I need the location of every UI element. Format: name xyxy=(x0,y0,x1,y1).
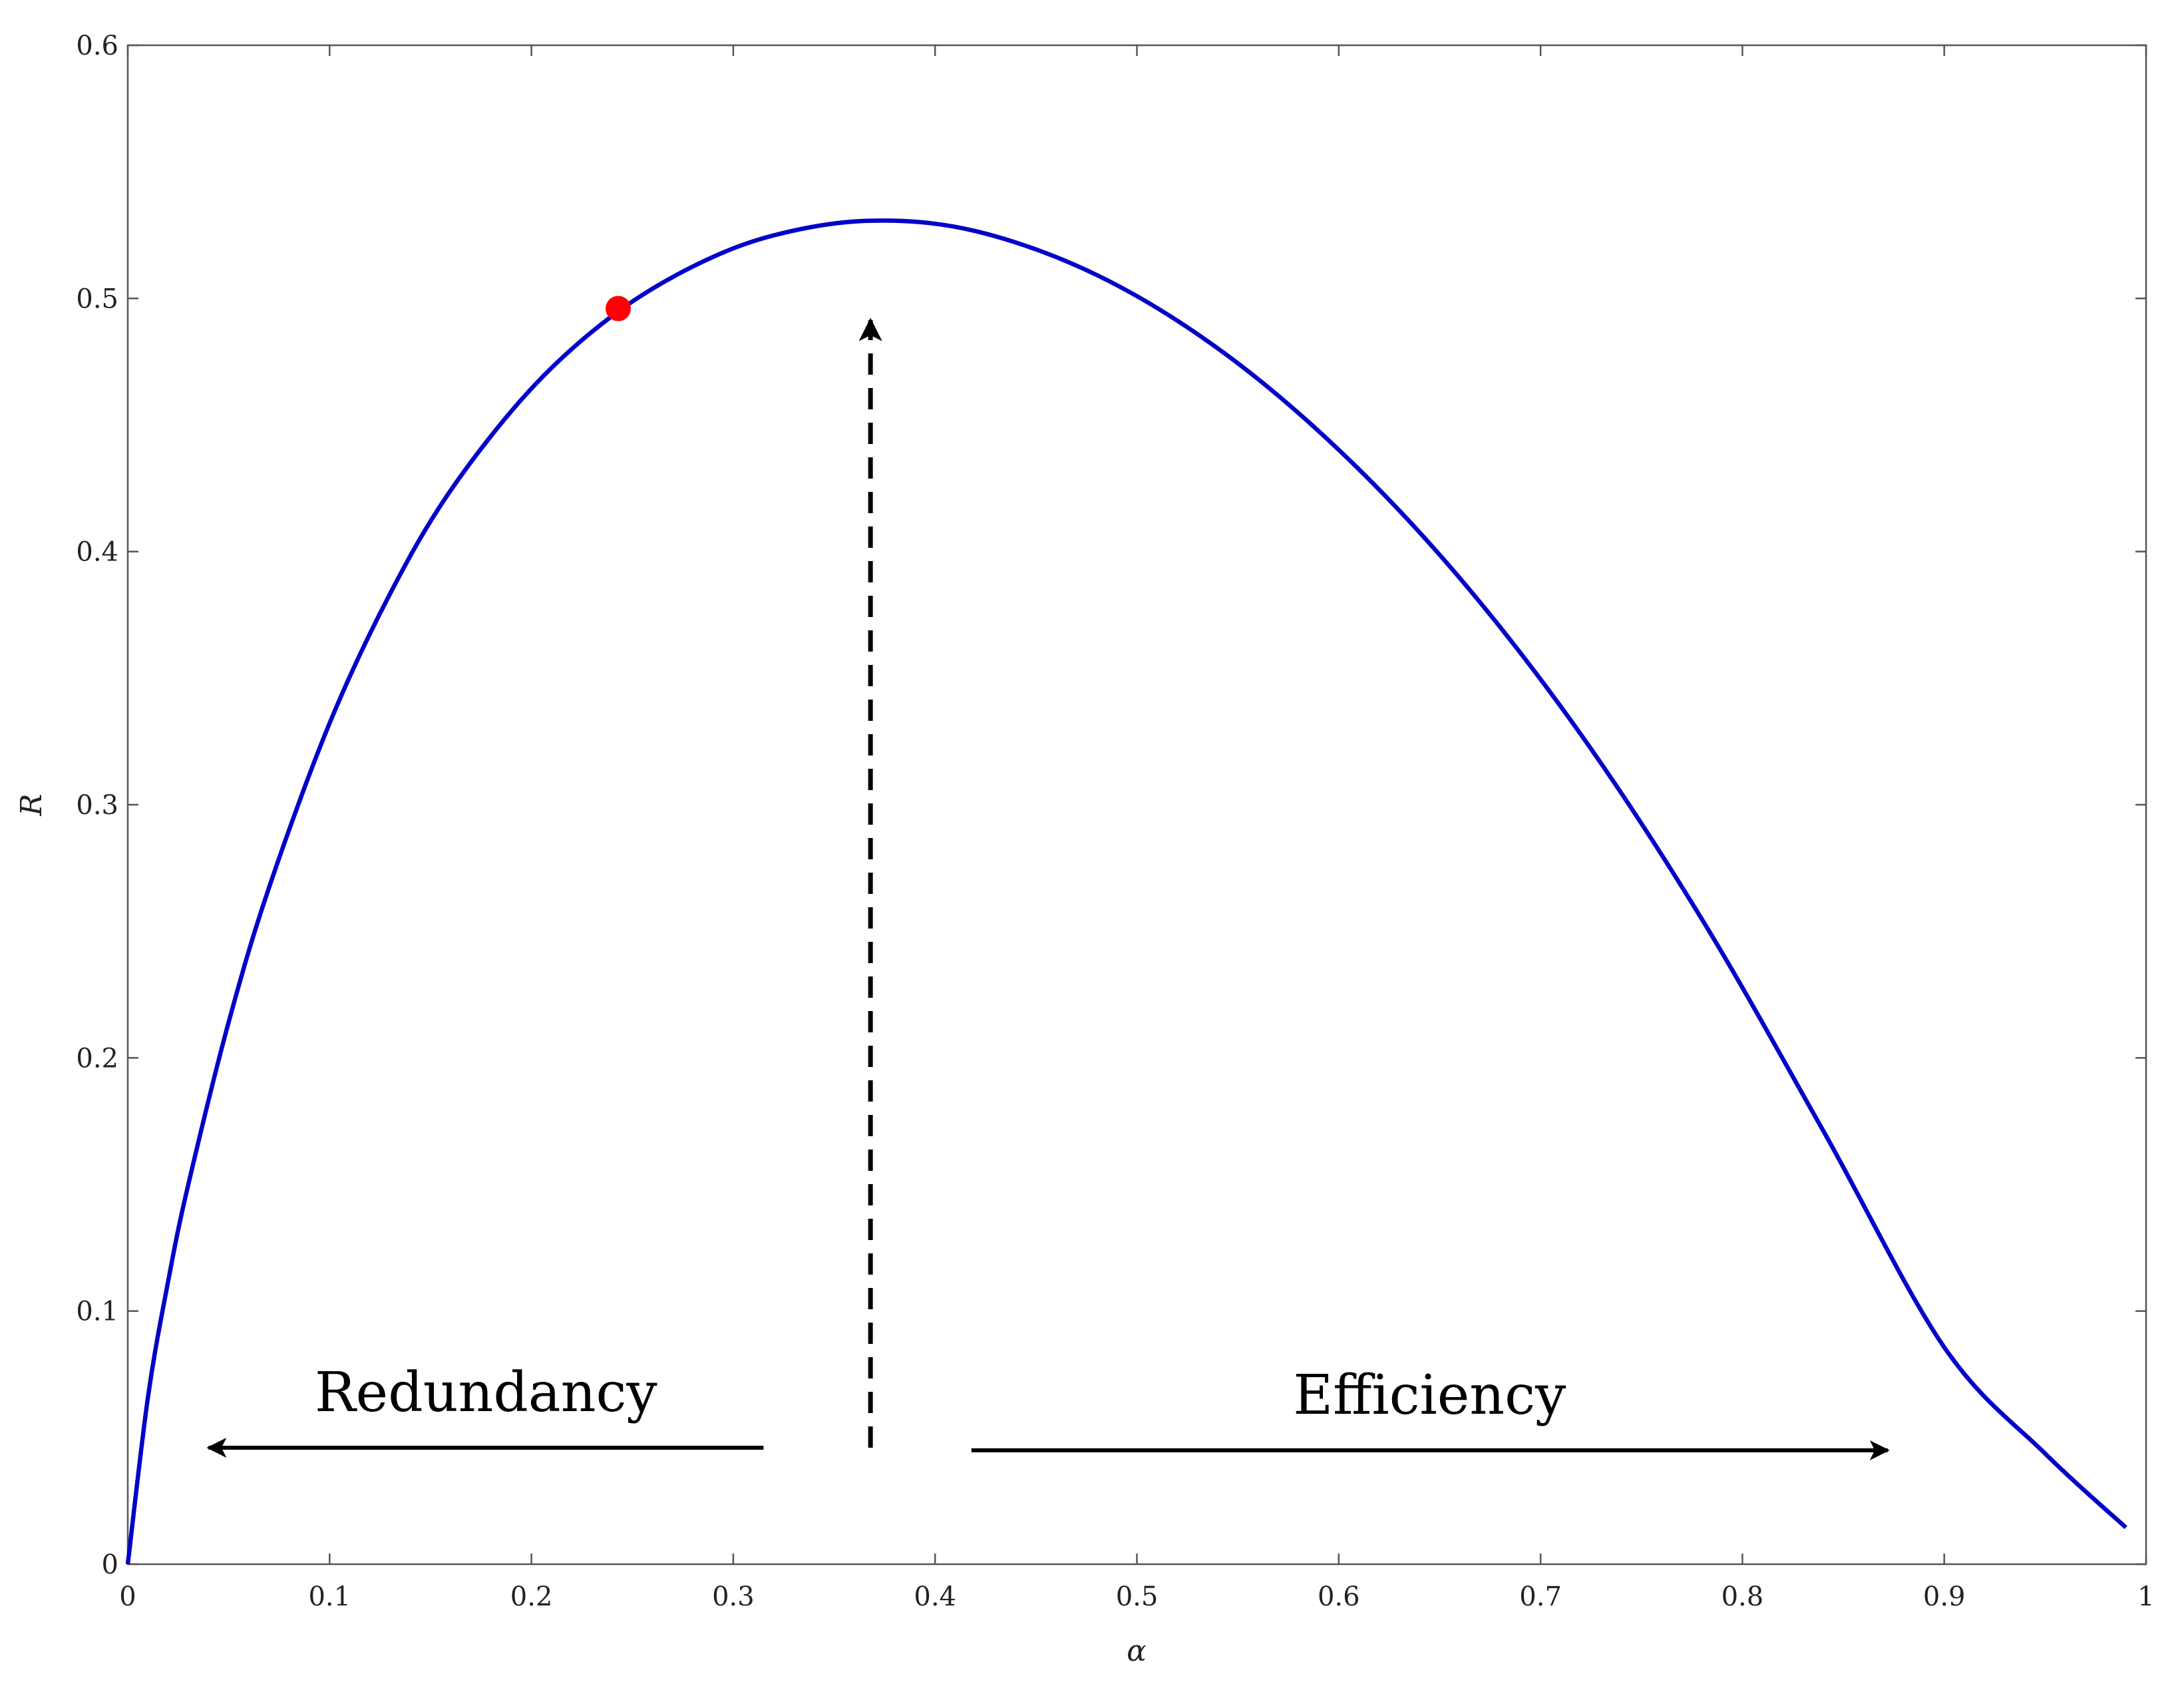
x-tick-label: 0.7 xyxy=(1519,1582,1562,1612)
annotation-label-right: Efficiency xyxy=(1293,1364,1566,1427)
y-axis-label: R xyxy=(15,793,49,816)
y-tick-label: 0.5 xyxy=(76,284,118,314)
x-tick-label: 0.1 xyxy=(308,1582,351,1612)
x-tick-label: 0.4 xyxy=(914,1582,956,1612)
annotations-group: Redundancy Efficiency xyxy=(206,317,1890,1460)
y-tick-label: 0 xyxy=(102,1550,118,1580)
x-tick-label: 0.8 xyxy=(1722,1582,1764,1612)
x-tick-label: 0.6 xyxy=(1318,1582,1360,1612)
y-tick-label: 0.3 xyxy=(76,790,118,821)
axis-tick-labels: 0 0.1 0.2 0.3 0.4 0.5 0.6 0.7 0.8 0.9 1 0 0.1 0.2 0.3 0… xyxy=(76,31,2154,1612)
x-tick-label: 0.5 xyxy=(1116,1582,1159,1612)
x-tick-label: 1 xyxy=(2137,1582,2154,1612)
y-tick-label: 0.1 xyxy=(76,1297,118,1327)
y-tick-label: 0.2 xyxy=(76,1043,118,1074)
series-line xyxy=(125,218,2127,1565)
x-tick-label: 0.3 xyxy=(712,1582,755,1612)
x-tick-label: 0.2 xyxy=(510,1582,553,1612)
x-axis-label: α xyxy=(1127,1634,1147,1668)
x-tick-label: 0.9 xyxy=(1923,1582,1966,1612)
y-tick-label: 0.4 xyxy=(76,537,118,568)
y-tick-label: 0.6 xyxy=(76,31,118,61)
x-tick-label: 0 xyxy=(119,1582,136,1612)
annotation-label-left: Redundancy xyxy=(315,1361,657,1424)
axis-ticks xyxy=(126,44,2147,1566)
highlight-point xyxy=(606,296,632,321)
plot-frame xyxy=(126,44,2147,1566)
series-group xyxy=(125,218,2127,1565)
